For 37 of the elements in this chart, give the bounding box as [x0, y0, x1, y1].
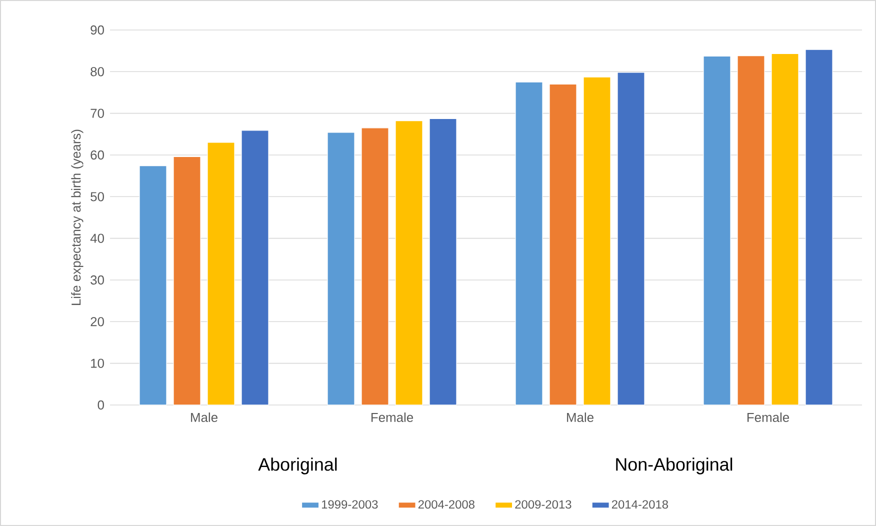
- text: Aboriginal: [258, 458, 337, 474]
- bar: [241, 130, 269, 406]
- bar: [583, 76, 611, 406]
- y-tick-label: 30: [90, 275, 104, 285]
- bar: [771, 53, 799, 406]
- x-tick-label: Female: [747, 412, 790, 422]
- legend-label: 2014-2018: [612, 500, 668, 509]
- y-tick-label: 0: [98, 400, 104, 410]
- y-tick-label: 80: [90, 67, 104, 76]
- y-axis-title: Life expectancy at birth (years): [71, 130, 84, 305]
- bar: [207, 142, 235, 406]
- legend-label: 1999-2003: [322, 500, 378, 509]
- y-tick-label: 70: [90, 108, 104, 118]
- bar: [703, 56, 731, 406]
- legend-label: 2009-2013: [515, 500, 572, 509]
- bar: [737, 56, 765, 406]
- y-tick-label: 90: [90, 25, 104, 35]
- bar: [549, 84, 577, 406]
- x-tick-label: Female: [371, 412, 414, 422]
- bar: [327, 132, 355, 406]
- y-tick-label: 40: [90, 234, 104, 243]
- x-tick-label: Male: [191, 412, 218, 422]
- bar: [805, 49, 833, 406]
- bar: [361, 128, 389, 406]
- y-tick-label: 50: [90, 192, 104, 202]
- y-tick-label: 10: [91, 358, 104, 368]
- bar: [173, 156, 201, 406]
- bar: [617, 72, 645, 406]
- x-tick-label: Male: [567, 412, 594, 422]
- y-tick-label: 20: [90, 317, 104, 326]
- bar: [429, 118, 457, 406]
- y-tick-label: 60: [90, 150, 104, 160]
- bar: [139, 166, 167, 406]
- bar: [395, 120, 423, 406]
- bar: [515, 82, 543, 406]
- legend-label: 2004-2008: [418, 500, 474, 509]
- text: Non-Aboriginal: [616, 458, 732, 474]
